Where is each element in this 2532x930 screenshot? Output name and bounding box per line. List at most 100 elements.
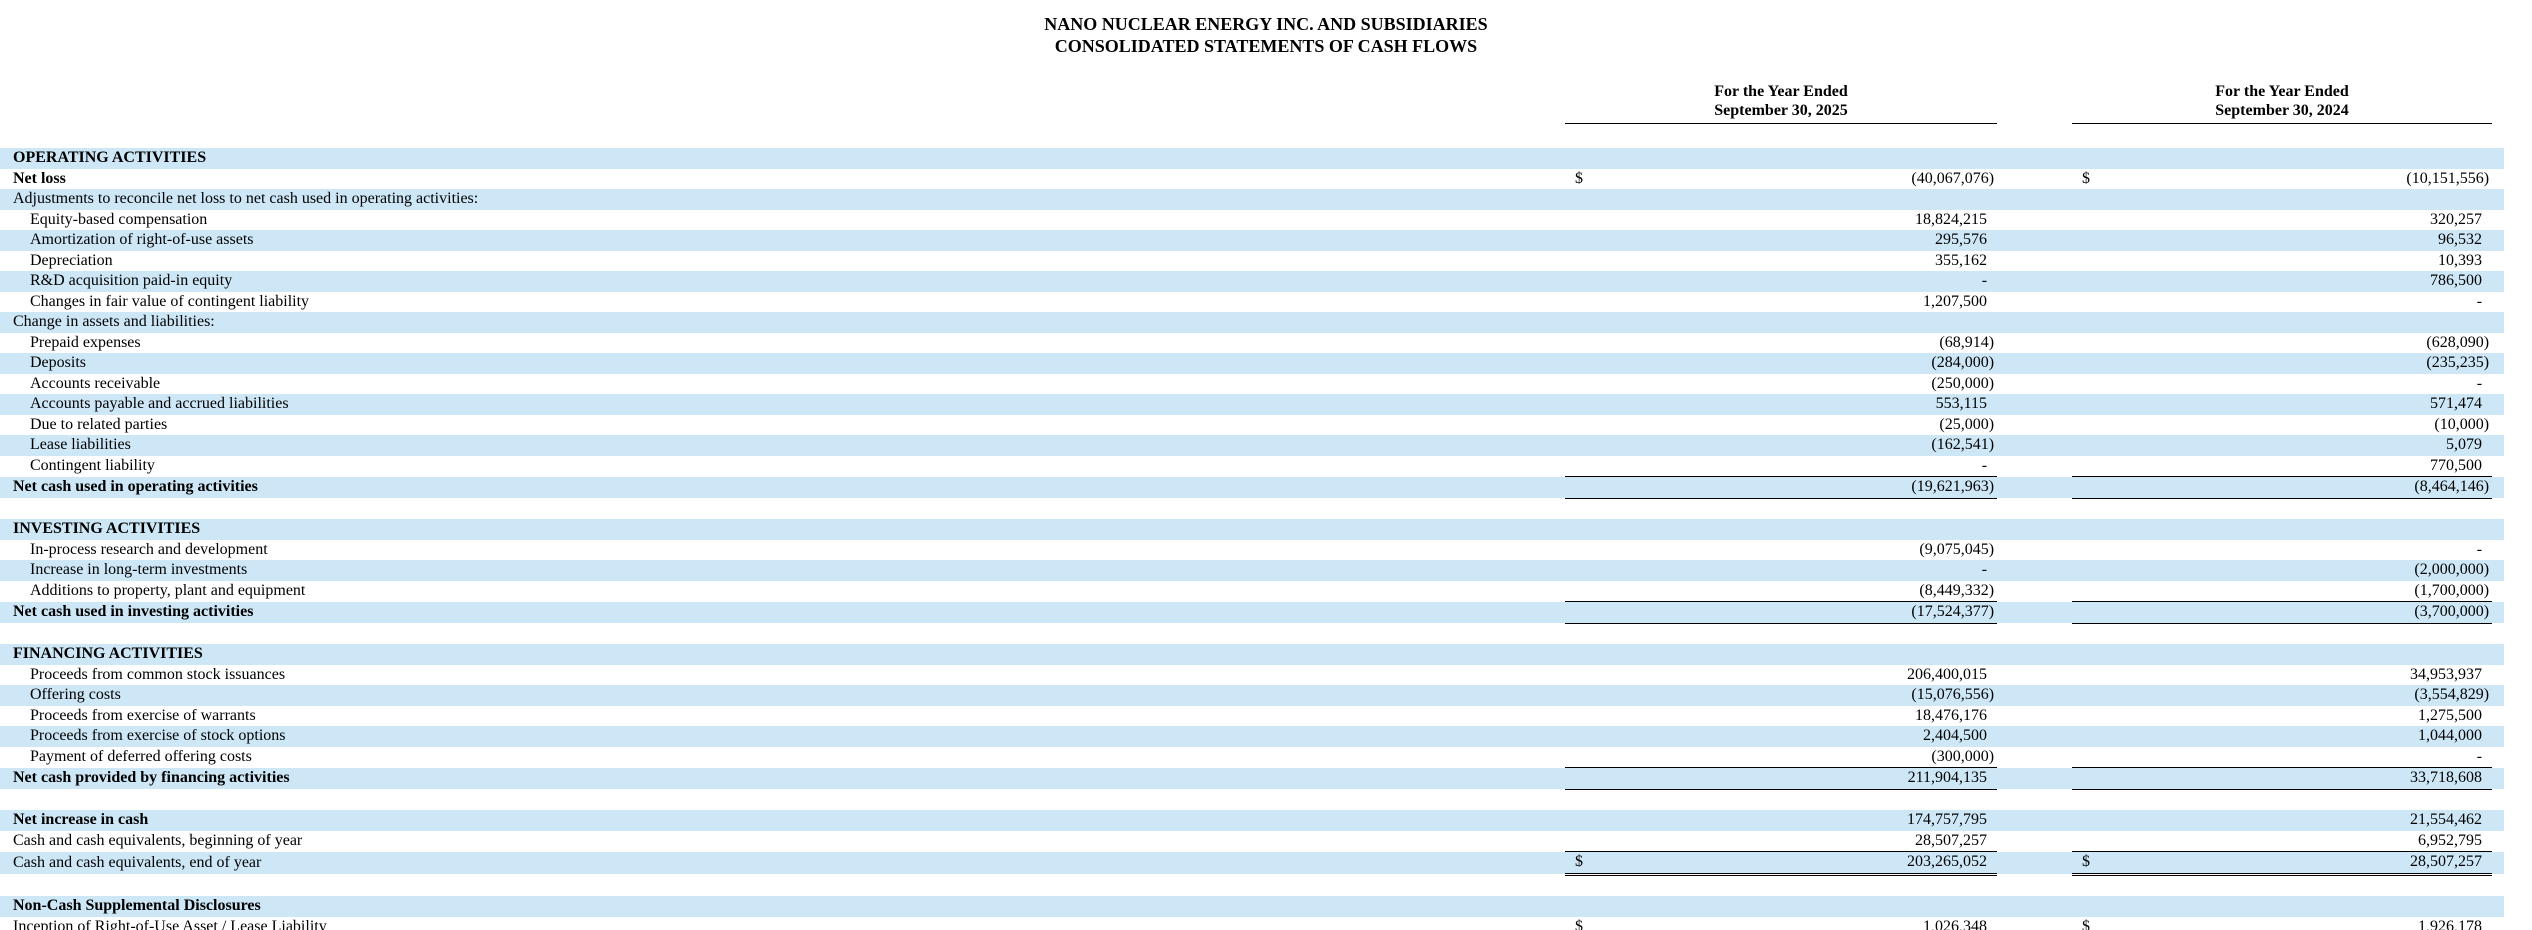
table-row: Contingent liability - 770,500 — [0, 456, 2504, 477]
value-2024 — [2104, 874, 2492, 896]
value-2024: 786,500 — [2104, 271, 2493, 292]
value-2025: 1,207,500 — [1923, 292, 1988, 310]
table-row: Cash and cash equivalents, end of year $… — [0, 851, 2505, 876]
value-2024: - — [2476, 540, 2483, 558]
row-label: Prepaid expenses — [30, 333, 141, 351]
value-2024: - — [2476, 374, 2483, 392]
currency-symbol-2024 — [2072, 292, 2104, 313]
value-2024 — [2104, 519, 2493, 540]
currency-symbol-2025 — [1565, 665, 1597, 686]
column-header-row: For the Year Ended September 30, 2025 Fo… — [0, 82, 2504, 124]
currency-symbol-2024 — [2072, 210, 2104, 231]
column-gap — [1997, 333, 2072, 354]
right-pad — [2492, 519, 2505, 540]
right-pad — [2492, 415, 2504, 436]
right-pad — [2492, 210, 2504, 231]
table-row: Lease liabilities (162,541) 5,079 — [0, 435, 2505, 456]
value-2025 — [1597, 148, 1998, 169]
column-gap — [1997, 498, 2072, 519]
column-gap — [1997, 540, 2072, 561]
table-row — [0, 498, 2504, 519]
currency-symbol-2024 — [2072, 726, 2105, 747]
column-gap — [1997, 292, 2072, 313]
value-2024: 6,952,795 — [2418, 831, 2483, 849]
column-gap — [1997, 82, 2072, 124]
row-label: Net cash used in operating activities — [0, 476, 1565, 498]
currency-symbol-2024 — [2072, 394, 2105, 415]
value-2024: 320,257 — [2430, 210, 2483, 228]
row-label: Non-Cash Supplemental Disclosures — [0, 896, 1565, 917]
currency-symbol-2025 — [1565, 415, 1597, 436]
table-row: Accounts payable and accrued liabilities… — [0, 394, 2505, 415]
currency-symbol-2025 — [1565, 767, 1597, 790]
value-2025 — [1597, 189, 1998, 210]
currency-symbol-2025: $ — [1575, 917, 1583, 930]
currency-symbol-2024: $ — [2072, 851, 2105, 876]
currency-symbol-2025 — [1565, 498, 1597, 519]
currency-symbol-2024 — [2072, 560, 2105, 581]
table-row: Equity-based compensation 18,824,215 320… — [0, 210, 2504, 231]
currency-symbol-2025 — [1565, 476, 1597, 499]
value-2025: (25,000) — [1939, 415, 1995, 433]
column-gap — [1997, 560, 2073, 581]
table-row: Cash and cash equivalents, beginning of … — [0, 831, 2504, 852]
table-row: FINANCING ACTIVITIES — [0, 644, 2505, 665]
row-label: Equity-based compensation — [30, 210, 208, 228]
currency-symbol-2025 — [1565, 747, 1597, 768]
value-2024: 28,507,257 — [2104, 851, 2493, 876]
value-2025: 174,757,795 — [1597, 810, 1998, 831]
right-pad — [2492, 498, 2504, 519]
right-pad — [2492, 831, 2504, 852]
column-header-fy2025-line2: September 30, 2025 — [1714, 102, 1848, 119]
table-row: OPERATING ACTIVITIES — [0, 148, 2505, 169]
currency-symbol-2025 — [1565, 251, 1597, 272]
currency-symbol-2025 — [1565, 874, 1597, 896]
table-row: Payment of deferred offering costs (300,… — [0, 747, 2504, 768]
row-label: Payment of deferred offering costs — [30, 748, 252, 765]
column-gap — [1997, 374, 2072, 395]
value-2025: (300,000) — [1931, 747, 1995, 765]
currency-symbol-2025 — [1565, 644, 1597, 665]
table-row: Depreciation 355,162 10,393 — [0, 251, 2504, 272]
value-2024: 34,953,937 — [2410, 665, 2483, 683]
row-label: Change in assets and liabilities: — [0, 312, 1565, 333]
currency-symbol-2025 — [1565, 148, 1597, 169]
column-gap — [1997, 581, 2072, 602]
value-2025: 295,576 — [1597, 230, 1998, 251]
value-2024 — [2104, 789, 2492, 810]
value-2024: (3,700,000) — [2104, 601, 2493, 624]
value-2024: (628,090) — [2426, 333, 2490, 351]
cash-flow-statement-table: For the Year Ended September 30, 2025 Fo… — [0, 82, 2505, 930]
column-header-fy2024-line2: September 30, 2024 — [2215, 102, 2349, 119]
value-2024: (235,235) — [2104, 353, 2493, 374]
value-2025: 28,507,257 — [1915, 831, 1988, 849]
currency-symbol-2025 — [1565, 706, 1597, 727]
value-2024: - — [2476, 292, 2483, 310]
row-label — [0, 623, 1565, 644]
currency-symbol-2024 — [2072, 353, 2105, 374]
currency-symbol-2025 — [1565, 230, 1597, 251]
row-label — [0, 498, 1565, 519]
table-row: Non-Cash Supplemental Disclosures — [0, 896, 2505, 917]
right-pad — [2492, 230, 2505, 251]
currency-symbol-2025: $ — [1565, 851, 1597, 876]
right-pad — [2492, 540, 2504, 561]
value-2024 — [2104, 498, 2492, 519]
right-pad — [2492, 851, 2505, 874]
row-label — [0, 874, 1565, 896]
row-label: In-process research and development — [30, 540, 268, 558]
column-header-fy2025: For the Year Ended September 30, 2025 — [1565, 82, 1998, 124]
value-2024: (1,700,000) — [2414, 581, 2490, 599]
value-2024: (3,554,829) — [2104, 685, 2493, 706]
value-2024 — [2104, 623, 2492, 644]
value-2024: 1,275,500 — [2418, 706, 2483, 724]
row-label: Adjustments to reconcile net loss to net… — [0, 189, 1565, 210]
table-row: Proceeds from exercise of stock options … — [0, 726, 2505, 747]
currency-symbol-2024 — [2072, 623, 2104, 644]
currency-symbol-2025 — [1565, 333, 1597, 354]
value-2025 — [1597, 789, 1997, 810]
right-pad — [2492, 685, 2505, 706]
right-pad — [2492, 874, 2504, 896]
row-label: Proceeds from exercise of stock options — [0, 726, 1565, 747]
currency-symbol-2025 — [1565, 435, 1597, 456]
